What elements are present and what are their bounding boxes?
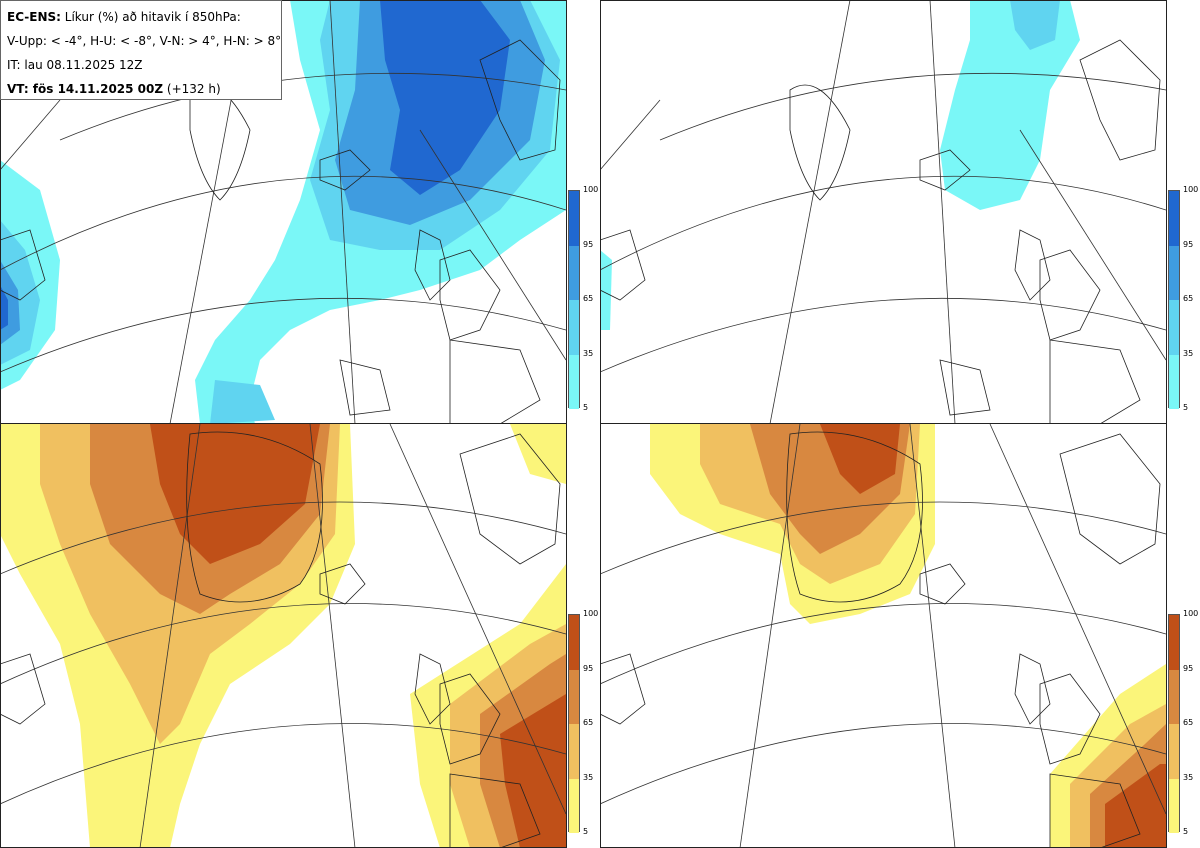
header-model: EC-ENS: bbox=[7, 10, 61, 24]
colorbar-segment bbox=[1169, 669, 1179, 724]
colorbar-segment bbox=[569, 778, 579, 833]
header-valid-time: VT: fös 14.11.2025 00Z bbox=[7, 82, 164, 96]
colorbar-h-u bbox=[1168, 190, 1180, 409]
colorbar-tick-label: 65 bbox=[583, 718, 594, 727]
colorbar-tick-label: 5 bbox=[583, 827, 589, 836]
header-init-time: IT: lau 08.11.2025 12Z bbox=[7, 58, 143, 72]
map-cold-4 bbox=[0, 0, 566, 424]
header-title-line: EC-ENS: Líkur (%) að hitavik í 850hPa: bbox=[7, 5, 275, 29]
colorbar-tick-label: 35 bbox=[583, 772, 594, 782]
map-panel-cold-4 bbox=[0, 0, 566, 424]
colorbar-v-upp bbox=[568, 190, 580, 409]
colorbar-segment bbox=[569, 724, 579, 779]
colorbar-tick-label: 65 bbox=[583, 294, 594, 303]
panel-divider-left bbox=[0, 423, 566, 424]
colorbar-tick-label: 65 bbox=[1183, 294, 1194, 303]
colorbar-tick-label: 100 bbox=[583, 609, 599, 618]
header-thresholds: V-Upp: < -4°, H-U: < -8°, V-N: > 4°, H-N… bbox=[7, 34, 282, 48]
colorbar-tick-label: 5 bbox=[1183, 827, 1189, 836]
panel-divider-right bbox=[600, 423, 1166, 424]
map-panel-warm-4 bbox=[0, 424, 566, 848]
colorbar-tick-label: 5 bbox=[1183, 403, 1189, 412]
colorbar-tick-label: 5 bbox=[583, 403, 589, 412]
colorbar-tick-label: 95 bbox=[1183, 239, 1194, 249]
colorbar-h-n bbox=[1168, 614, 1180, 833]
colorbar-tick-label: 65 bbox=[1183, 718, 1194, 727]
header-title: Líkur (%) að hitavik í 850hPa: bbox=[60, 10, 241, 24]
colorbar-segment bbox=[569, 191, 579, 246]
colorbar-tick-label: 100 bbox=[1183, 609, 1199, 618]
colorbar-segment bbox=[569, 354, 579, 409]
map-cold-8 bbox=[600, 0, 1166, 424]
colorbar-segment bbox=[1169, 245, 1179, 300]
map-warm-8 bbox=[600, 424, 1166, 848]
colorbar-segment bbox=[1169, 191, 1179, 246]
map-warm-4 bbox=[0, 424, 566, 848]
map-header: EC-ENS: Líkur (%) að hitavik í 850hPa: V… bbox=[0, 0, 282, 100]
colorbar-tick-label: 100 bbox=[583, 185, 599, 194]
colorbar-segment bbox=[1169, 354, 1179, 409]
colorbar-segment bbox=[569, 300, 579, 355]
colorbar-tick-label: 95 bbox=[583, 663, 594, 673]
map-panel-warm-8 bbox=[600, 424, 1166, 848]
colorbar-v-n bbox=[568, 614, 580, 833]
colorbar-segment bbox=[569, 615, 579, 670]
colorbar-segment bbox=[1169, 778, 1179, 833]
map-panel-cold-8 bbox=[600, 0, 1166, 424]
colorbar-segment bbox=[1169, 300, 1179, 355]
colorbar-segment bbox=[569, 669, 579, 724]
colorbar-tick-label: 95 bbox=[1183, 663, 1194, 673]
colorbar-segment bbox=[1169, 615, 1179, 670]
colorbar-tick-label: 35 bbox=[1183, 772, 1194, 782]
colorbar-segment bbox=[1169, 724, 1179, 779]
colorbar-tick-label: 95 bbox=[583, 239, 594, 249]
colorbar-segment bbox=[569, 245, 579, 300]
colorbar-tick-label: 100 bbox=[1183, 185, 1199, 194]
colorbar-tick-label: 35 bbox=[1183, 348, 1194, 358]
colorbar-tick-label: 35 bbox=[583, 348, 594, 358]
header-lead-time: (+132 h) bbox=[163, 82, 221, 96]
header-valid-line: VT: fös 14.11.2025 00Z (+132 h) bbox=[7, 77, 275, 101]
